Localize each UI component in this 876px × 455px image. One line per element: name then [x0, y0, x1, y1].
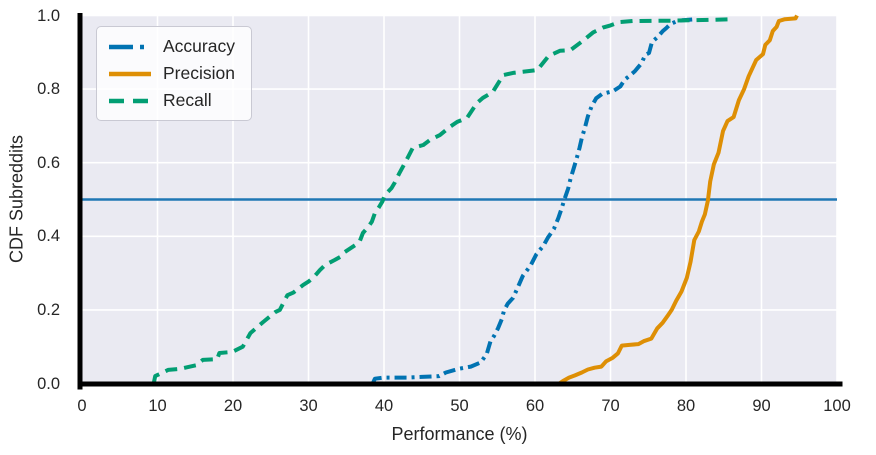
y-tick-label: 0.6 [37, 153, 60, 172]
legend-item-accuracy: Accuracy [108, 36, 235, 57]
y-tick-label: 1.0 [37, 6, 60, 25]
legend-label: Recall [163, 90, 212, 110]
x-tick-label: 40 [374, 397, 394, 415]
x-tick-label: 10 [148, 397, 167, 415]
x-tick-label: 50 [450, 397, 469, 415]
legend-label: Accuracy [163, 36, 235, 56]
y-tick-label: 0.0 [37, 374, 60, 393]
y-tick-label: 0.2 [37, 300, 60, 319]
x-axis-label: Performance (%) [391, 424, 528, 444]
series-line-precision [558, 14, 799, 386]
y-tick-label: 0.4 [37, 227, 60, 246]
x-tick-label: 70 [601, 397, 620, 415]
x-tick-label: 80 [676, 397, 696, 415]
legend-line-sample [109, 71, 151, 76]
x-tick-label: 100 [823, 397, 851, 415]
y-axis-spine [77, 13, 83, 390]
x-tick-label: 90 [752, 397, 771, 415]
legend-item-precision: Precision [108, 63, 235, 84]
y-axis-label: CDF Subreddits [6, 134, 27, 264]
legend: Accuracy Precision Recall [96, 26, 252, 121]
x-tick-label: 60 [525, 397, 545, 415]
legend-line-sample [109, 44, 151, 49]
x-tick-label: 30 [299, 397, 318, 415]
legend-line-sample [109, 98, 151, 103]
x-tick-label: 0 [77, 397, 87, 415]
legend-label: Precision [163, 63, 235, 83]
x-tick-label: 20 [223, 397, 243, 415]
x-axis-spine [77, 381, 843, 387]
series-line-recall [151, 17, 733, 384]
y-tick-label: 0.8 [37, 80, 60, 99]
legend-item-recall: Recall [108, 90, 235, 111]
